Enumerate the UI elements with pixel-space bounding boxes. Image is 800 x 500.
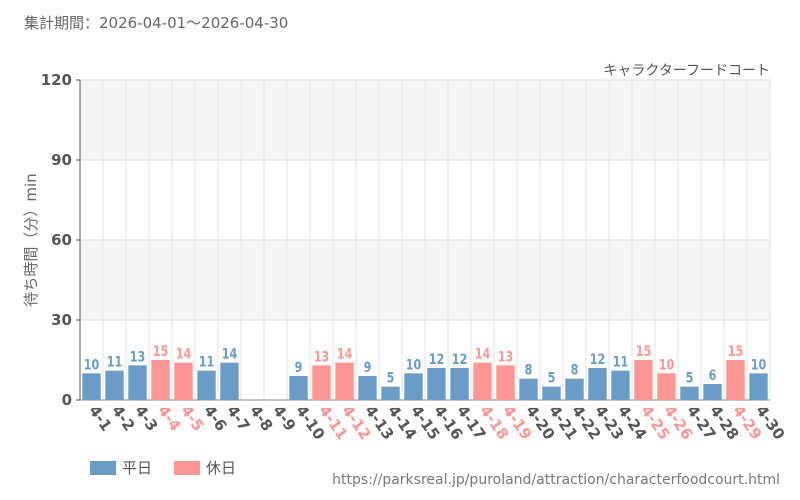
period-label: 集計期間：2026-04-01～2026-04-30	[24, 14, 289, 32]
data-label-4-4: 15	[153, 343, 169, 360]
data-label-4-7: 14	[222, 345, 238, 362]
data-label-4-26: 10	[659, 356, 675, 373]
x-tick-label-4-6: 4-6	[200, 402, 230, 435]
data-label-4-2: 11	[107, 353, 123, 370]
bar-4-16	[427, 368, 446, 400]
bar-4-6	[197, 370, 216, 400]
data-label-4-14: 5	[387, 369, 395, 386]
data-label-4-15: 10	[406, 356, 422, 373]
data-label-4-25: 15	[636, 343, 652, 360]
bar-4-18	[473, 362, 492, 400]
bar-4-5	[174, 362, 193, 400]
data-label-4-11: 13	[314, 348, 330, 365]
y-axis-label: 待ち時間（分）min	[22, 173, 40, 306]
bar-4-20	[519, 378, 538, 400]
x-axis-ticks: 4-14-24-34-44-54-64-74-84-94-104-114-124…	[85, 402, 788, 443]
data-label-4-18: 14	[475, 345, 491, 362]
bar-4-26	[657, 373, 676, 400]
legend-swatch-holiday	[174, 460, 201, 475]
bar-4-7	[220, 362, 239, 400]
y-tick-label: 120	[41, 71, 72, 89]
legend-label-holiday: 休日	[206, 459, 237, 477]
x-tick-label-4-1: 4-1	[85, 402, 115, 435]
bar-4-22	[565, 378, 584, 400]
legend-item-holiday: 休日	[174, 457, 236, 478]
x-tick-label-4-9: 4-9	[269, 402, 299, 435]
legend: 平日 休日	[90, 457, 236, 478]
source-url[interactable]: https://parksreal.jp/puroland/attraction…	[332, 472, 780, 488]
data-label-4-13: 9	[364, 359, 372, 376]
data-label-4-29: 15	[728, 343, 744, 360]
data-label-4-28: 6	[709, 367, 717, 384]
x-tick-label-4-2: 4-2	[108, 402, 138, 435]
bar-4-25	[634, 360, 653, 400]
data-label-4-20: 8	[525, 361, 533, 378]
data-label-4-22: 8	[571, 361, 579, 378]
grid-lines	[79, 79, 771, 401]
bar-4-17	[450, 368, 469, 400]
bar-4-27	[680, 386, 699, 400]
data-label-4-1: 10	[84, 356, 100, 373]
bar-4-30	[749, 373, 768, 400]
x-tick-label-4-4: 4-4	[154, 402, 184, 435]
bar-4-13	[358, 376, 377, 400]
x-tick-label-4-8: 4-8	[246, 402, 276, 435]
bar-4-10	[289, 376, 308, 400]
bar-4-28	[703, 384, 722, 400]
data-label-4-10: 9	[295, 359, 303, 376]
bar-4-12	[335, 362, 354, 400]
bar-4-15	[404, 373, 423, 400]
data-label-4-12: 14	[337, 345, 353, 362]
bar-4-19	[496, 365, 515, 400]
bar-4-14	[381, 386, 400, 400]
data-label-4-24: 11	[613, 353, 629, 370]
y-tick-label: 60	[51, 231, 72, 249]
y-tick-label: 30	[51, 311, 72, 329]
bar-4-1	[82, 373, 101, 400]
bar-4-4	[151, 360, 170, 400]
data-label-4-5: 14	[176, 345, 192, 362]
legend-swatch-weekday	[90, 460, 116, 475]
bar-4-21	[542, 386, 561, 400]
bar-4-29	[726, 360, 745, 400]
legend-label-weekday: 平日	[122, 459, 153, 477]
legend-item-weekday: 平日	[90, 457, 152, 478]
x-tick-label-4-5: 4-5	[177, 402, 207, 435]
x-tick-label-4-7: 4-7	[223, 402, 253, 435]
data-label-4-16: 12	[429, 351, 445, 368]
bars	[82, 360, 768, 400]
data-label-4-21: 5	[548, 369, 556, 386]
bar-4-3	[128, 365, 147, 400]
bar-4-2	[105, 370, 124, 400]
y-tick-label: 0	[62, 391, 72, 409]
data-label-4-17: 12	[452, 351, 468, 368]
data-label-4-6: 11	[199, 353, 215, 370]
x-tick-label-4-3: 4-3	[131, 402, 161, 435]
data-label-4-23: 12	[590, 351, 606, 368]
data-label-4-27: 5	[686, 369, 694, 386]
bar-4-24	[611, 370, 630, 400]
data-label-4-19: 13	[498, 348, 514, 365]
bar-4-11	[312, 365, 331, 400]
data-label-4-3: 13	[130, 348, 146, 365]
y-tick-label: 90	[51, 151, 72, 169]
y-axis-ticks: 0 30 60 90 120	[41, 71, 80, 409]
chart-title: キャラクターフードコート	[603, 63, 770, 79]
bar-4-23	[588, 368, 607, 400]
data-label-4-30: 10	[751, 356, 767, 373]
